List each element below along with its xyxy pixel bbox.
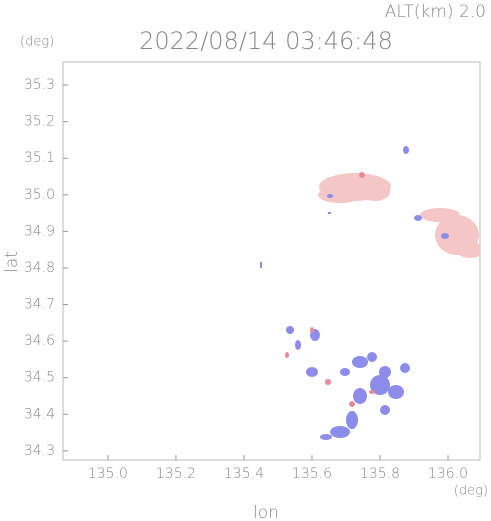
y-tick-label: 35.3 bbox=[24, 77, 55, 93]
echo-blue bbox=[260, 146, 449, 440]
y-tick-label: 34.4 bbox=[24, 406, 55, 422]
altitude-label: ALT(km) 2.0 bbox=[385, 2, 486, 22]
x-tick-label: 135.6 bbox=[292, 466, 332, 482]
y-tick-label: 35.2 bbox=[24, 114, 55, 130]
x-tick-label: 135.8 bbox=[360, 466, 400, 482]
y-tick-label: 34.3 bbox=[24, 443, 55, 459]
y-tick-label: 34.5 bbox=[24, 370, 55, 386]
x-tick-label: 135.0 bbox=[88, 466, 128, 482]
echo-red bbox=[285, 172, 375, 407]
y-axis-label: lat bbox=[2, 251, 22, 273]
x-tick-label: 135.4 bbox=[224, 466, 264, 482]
y-tick-label: 34.6 bbox=[24, 333, 55, 349]
y-tick-label: 35.1 bbox=[24, 150, 55, 166]
x-unit: (deg) bbox=[454, 484, 488, 499]
chart-title: 2022/08/14 03:46:48 bbox=[139, 27, 393, 55]
x-tick-label: 136.0 bbox=[428, 466, 468, 482]
echo-pink bbox=[318, 173, 480, 258]
plot-frame bbox=[62, 61, 481, 461]
x-axis-label: lon bbox=[253, 503, 279, 521]
y-tick-label: 35.0 bbox=[24, 187, 55, 203]
y-unit: (deg) bbox=[20, 35, 54, 50]
echoes bbox=[260, 146, 480, 440]
y-tick-label: 34.8 bbox=[24, 260, 55, 276]
y-tick-label: 34.7 bbox=[24, 297, 55, 313]
x-tick-label: 135.2 bbox=[156, 466, 196, 482]
y-tick-label: 34.9 bbox=[24, 223, 55, 239]
